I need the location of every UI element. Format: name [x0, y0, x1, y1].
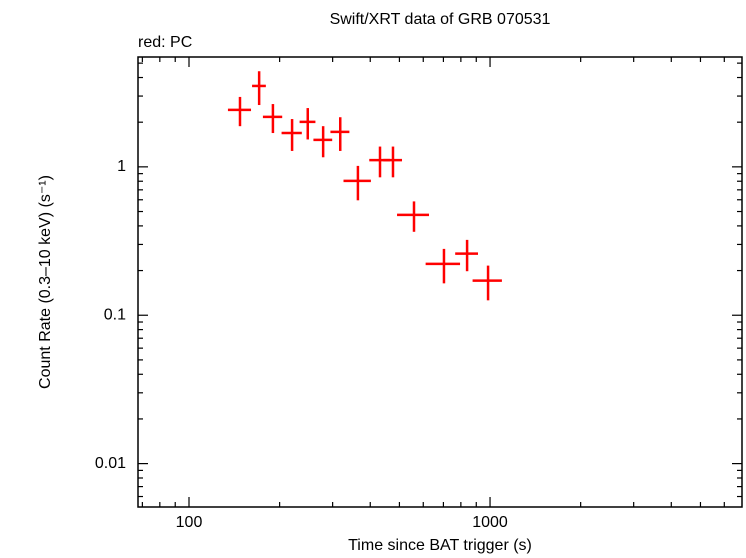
y-tick-label: 0.1 [104, 306, 126, 323]
x-tick-label: 100 [176, 514, 203, 531]
x-tick-label: 1000 [472, 514, 508, 531]
y-tick-label: 0.01 [95, 455, 126, 472]
subtitle: red: PC [138, 34, 192, 51]
x-axis-label: Time since BAT trigger (s) [348, 537, 532, 554]
y-axis-label: Count Rate (0.3–10 keV) (s⁻¹) [37, 175, 54, 389]
y-tick-label: 1 [117, 158, 126, 175]
chart-title: Swift/XRT data of GRB 070531 [330, 11, 551, 28]
plot-frame [137, 56, 743, 508]
